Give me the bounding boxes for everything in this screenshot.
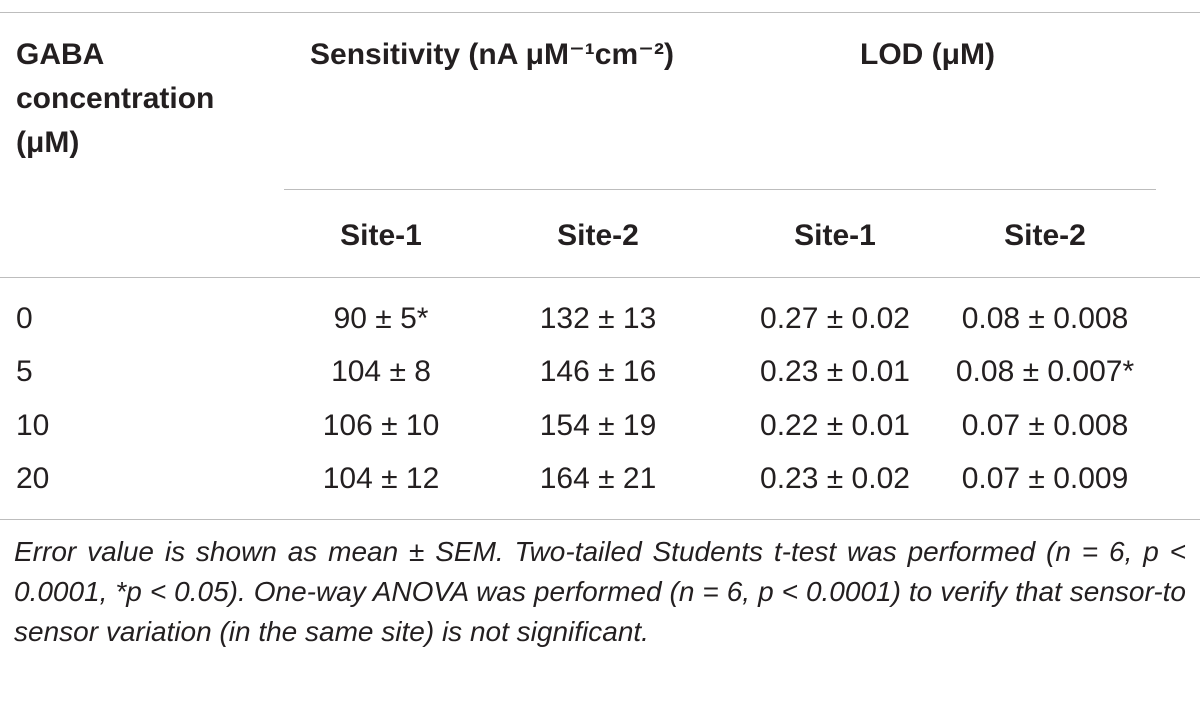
- subheader-sensitivity-site1: Site-1: [340, 219, 422, 252]
- subheader-lod-site2: Site-2: [1004, 219, 1086, 252]
- cell-lod-site2: 0.08 ± 0.008: [961, 302, 1129, 335]
- cell-lod-site1: 0.23 ± 0.02: [760, 462, 910, 495]
- cell-concentration: 10: [16, 409, 50, 442]
- cell-lod-site2: 0.07 ± 0.009: [961, 462, 1129, 495]
- subheader-sensitivity-site2: Site-2: [557, 219, 639, 252]
- header-gaba-concentration: GABA concentration (μM): [16, 33, 214, 165]
- cell-lod-site2: 0.08 ± 0.007*: [955, 355, 1135, 388]
- cell-sensitivity-site1: 106 ± 10: [322, 409, 440, 442]
- header-sensitivity: Sensitivity (nA μM⁻¹cm⁻²): [310, 38, 674, 71]
- cell-sensitivity-site2: 146 ± 16: [539, 355, 657, 388]
- header-lod: LOD (μM): [860, 38, 995, 71]
- cell-concentration: 0: [16, 302, 33, 335]
- cell-concentration: 5: [16, 355, 33, 388]
- cell-lod-site1: 0.22 ± 0.01: [760, 409, 910, 442]
- group-header-rule: [284, 189, 1156, 190]
- cell-lod-site2: 0.07 ± 0.008: [961, 409, 1129, 442]
- cell-sensitivity-site1: 90 ± 5*: [333, 302, 429, 335]
- cell-lod-site1: 0.23 ± 0.01: [760, 355, 910, 388]
- header-line-3: (μM): [16, 126, 80, 159]
- cell-sensitivity-site2: 132 ± 13: [539, 302, 657, 335]
- cell-sensitivity-site2: 164 ± 21: [539, 462, 657, 495]
- header-line-1: GABA: [16, 38, 105, 71]
- table-bottom-rule: [0, 519, 1200, 520]
- cell-concentration: 20: [16, 462, 50, 495]
- cell-sensitivity-site1: 104 ± 8: [331, 355, 431, 388]
- cell-sensitivity-site1: 104 ± 12: [322, 462, 440, 495]
- table-footnote: Error value is shown as mean ± SEM. Two-…: [14, 536, 1186, 647]
- top-rule: [0, 12, 1200, 13]
- cell-sensitivity-site2: 154 ± 19: [539, 409, 657, 442]
- header-bottom-rule: [0, 277, 1200, 278]
- header-line-2: concentration: [16, 82, 215, 115]
- cell-lod-site1: 0.27 ± 0.02: [760, 302, 910, 335]
- subheader-lod-site1: Site-1: [794, 219, 876, 252]
